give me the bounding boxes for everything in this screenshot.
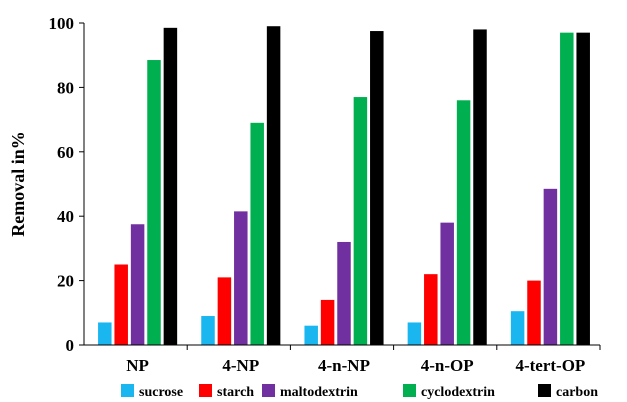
- category-label: NP: [126, 356, 149, 375]
- bar-starch-4-NP: [217, 277, 232, 345]
- legend-label-carbon: carbon: [556, 385, 598, 400]
- category-label: 4-n-OP: [421, 356, 474, 375]
- bar-sucrose-NP: [98, 322, 112, 345]
- bar-starch-4-n-NP: [320, 299, 335, 345]
- bars: [98, 26, 590, 346]
- bar-starch-4-tert-OP: [527, 280, 541, 345]
- y-axis-title: Removal in%: [8, 131, 28, 237]
- bar-carbon-NP: [163, 27, 178, 346]
- legend-label-sucrose: sucrose: [139, 385, 183, 400]
- y-tick-label: 60: [57, 143, 74, 162]
- legend-swatch-maltodextrin: [262, 384, 275, 397]
- bar-sucrose-4-tert-OP: [510, 311, 525, 345]
- bar-maltodextrin-4-NP: [234, 211, 248, 345]
- bar-cyclodextrin-4-n-OP: [456, 100, 471, 345]
- bar-starch-4-n-OP: [424, 274, 438, 345]
- bar-cyclodextrin-4-NP: [250, 122, 264, 345]
- y-tick-label: 20: [57, 272, 74, 291]
- legend-label-maltodextrin: maltodextrin: [280, 385, 358, 400]
- y-tick-label: 80: [57, 78, 74, 97]
- legend-swatch-carbon: [538, 384, 551, 397]
- bar-sucrose-4-NP: [201, 316, 215, 345]
- category-label: 4-NP: [222, 356, 259, 375]
- bar-carbon-4-NP: [266, 26, 281, 345]
- bar-maltodextrin-4-tert-OP: [543, 188, 558, 345]
- y-tick-label: 0: [66, 336, 75, 355]
- bar-maltodextrin-4-n-NP: [337, 241, 351, 345]
- bar-starch-NP: [114, 264, 128, 345]
- legend: sucrose starch maltodextrin cyclodextrin car…: [121, 384, 598, 400]
- y-tick-label: 100: [49, 14, 75, 33]
- y-tick-label: 40: [57, 207, 74, 226]
- legend-swatch-cyclodextrin: [403, 384, 416, 397]
- bar-sucrose-4-n-NP: [304, 325, 318, 345]
- category-labels: NP 4-NP 4-n-NP 4-n-OP 4-tert-OP: [126, 345, 601, 375]
- y-axis-ticks: 0 20 40 60 80 100: [49, 14, 84, 355]
- bar-carbon-4-n-OP: [473, 29, 487, 345]
- bar-cyclodextrin-4-n-NP: [353, 97, 368, 345]
- legend-swatch-sucrose: [121, 384, 134, 397]
- category-label: 4-n-NP: [318, 356, 370, 375]
- bar-maltodextrin-4-n-OP: [440, 222, 454, 345]
- category-label: 4-tert-OP: [515, 356, 585, 375]
- bar-carbon-4-tert-OP: [576, 32, 590, 345]
- bar-cyclodextrin-NP: [147, 60, 161, 345]
- bar-sucrose-4-n-OP: [407, 322, 422, 345]
- bar-cyclodextrin-4-tert-OP: [560, 32, 574, 345]
- legend-label-cyclodextrin: cyclodextrin: [421, 385, 495, 400]
- legend-swatch-starch: [199, 384, 212, 397]
- legend-label-starch: starch: [217, 385, 254, 400]
- bar-maltodextrin-NP: [130, 224, 145, 345]
- bar-carbon-4-n-NP: [370, 31, 384, 346]
